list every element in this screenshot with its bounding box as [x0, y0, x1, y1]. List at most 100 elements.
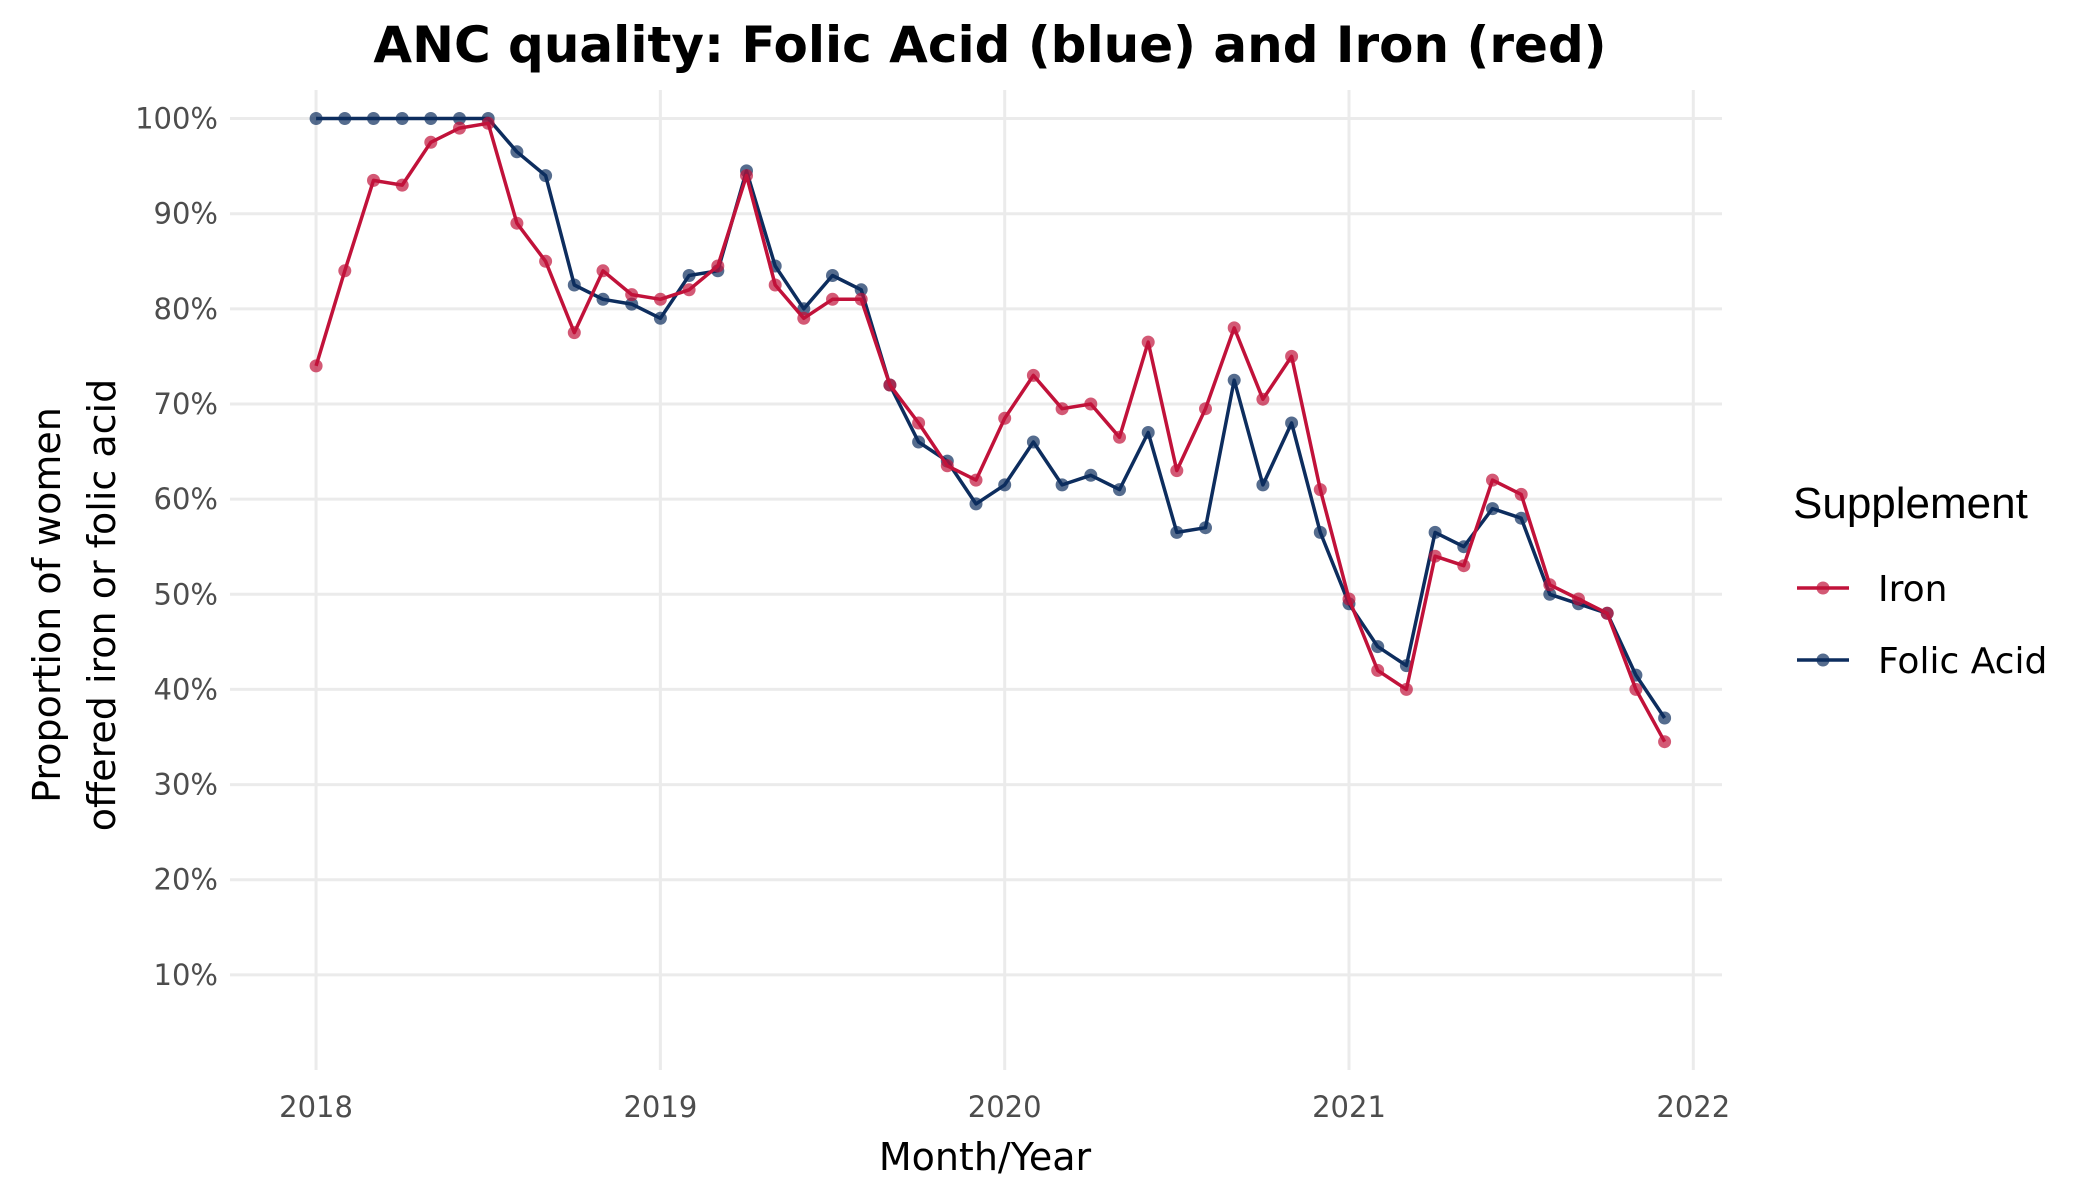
- data-point-iron: [826, 292, 839, 306]
- legend-item-folic-acid: Folic Acid: [1797, 641, 2047, 682]
- data-point-iron: [711, 259, 725, 273]
- data-point-iron: [1658, 735, 1672, 749]
- data-point-iron: [1629, 682, 1643, 696]
- y-tick-label: 60%: [154, 482, 218, 516]
- data-point-folic-acid: [1313, 525, 1327, 539]
- data-point-iron: [1457, 559, 1471, 573]
- data-point-iron: [338, 264, 352, 278]
- legend-key-point: [1816, 581, 1830, 595]
- x-tick-label: 2021: [1312, 1090, 1386, 1124]
- y-tick-label: 10%: [154, 958, 218, 992]
- data-point-iron: [481, 116, 495, 130]
- data-point-iron: [768, 278, 782, 292]
- data-point-iron: [969, 473, 983, 487]
- data-point-folic-acid: [625, 297, 639, 311]
- data-point-iron: [567, 326, 581, 340]
- data-point-folic-acid: [367, 112, 380, 125]
- data-point-iron: [1227, 321, 1241, 335]
- data-point-folic-acid: [854, 283, 868, 297]
- data-point-folic-acid: [998, 478, 1012, 492]
- data-point-iron: [1199, 402, 1212, 416]
- data-point-folic-acid: [826, 269, 839, 282]
- data-point-folic-acid: [596, 292, 610, 306]
- data-point-folic-acid: [1486, 502, 1499, 516]
- data-point-iron: [1141, 335, 1155, 349]
- data-point-iron: [367, 173, 380, 187]
- data-point-folic-acid: [1514, 511, 1528, 525]
- x-tick-label: 2019: [623, 1090, 697, 1124]
- data-point-iron: [1600, 606, 1614, 620]
- data-point-folic-acid: [1113, 483, 1126, 497]
- y-axis-title: Proportion of women offered iron or foli…: [25, 379, 124, 831]
- data-point-iron: [1428, 549, 1442, 563]
- y-tick-label: 70%: [154, 387, 218, 421]
- y-gridlines: [230, 117, 1722, 977]
- data-point-iron: [309, 359, 323, 373]
- y-tick-label: 80%: [154, 292, 218, 326]
- data-point-folic-acid: [653, 311, 667, 325]
- data-point-iron: [1026, 368, 1040, 382]
- y-tick-label: 90%: [154, 197, 218, 231]
- series-iron: [309, 116, 1672, 749]
- data-point-folic-acid: [969, 497, 983, 511]
- series-line-iron: [314, 121, 1667, 743]
- data-point-folic-acid: [424, 112, 438, 125]
- x-axis-ticks: 2018 2019 2020 2021 2022: [279, 1090, 1730, 1124]
- y-tick-label: 50%: [154, 577, 218, 611]
- y-axis-title-line-1: Proportion of women: [25, 407, 69, 803]
- data-point-iron: [1399, 682, 1413, 696]
- data-point-iron: [539, 254, 553, 268]
- data-point-iron: [998, 411, 1012, 425]
- legend-label: Folic Acid: [1878, 641, 2047, 682]
- data-point-folic-acid: [1227, 373, 1241, 387]
- y-tick-label: 40%: [154, 672, 218, 706]
- series-folic-acid: [309, 112, 1672, 725]
- data-point-iron: [1514, 487, 1528, 501]
- x-axis-title: Month/Year: [879, 1135, 1092, 1179]
- data-point-iron: [1572, 592, 1585, 606]
- x-tick-label: 2020: [968, 1090, 1042, 1124]
- data-point-folic-acid: [567, 278, 581, 292]
- data-point-iron: [1055, 402, 1069, 416]
- legend: Supplement Iron Folic Acid: [1793, 479, 2047, 682]
- data-point-iron: [912, 416, 926, 430]
- data-point-folic-acid: [309, 112, 323, 125]
- data-point-folic-acid: [1285, 416, 1299, 430]
- legend-label: Iron: [1878, 569, 1947, 610]
- y-tick-label: 20%: [154, 863, 218, 897]
- data-point-iron: [424, 135, 438, 149]
- data-point-iron: [797, 311, 811, 325]
- data-point-folic-acid: [510, 145, 524, 159]
- data-point-iron: [596, 264, 610, 278]
- data-point-folic-acid: [1457, 540, 1471, 554]
- data-point-iron: [653, 292, 667, 306]
- data-point-iron: [453, 121, 466, 135]
- data-point-iron: [1285, 349, 1299, 363]
- x-tick-label: 2022: [1656, 1090, 1730, 1124]
- data-point-iron: [1486, 473, 1499, 487]
- data-point-folic-acid: [1055, 478, 1069, 492]
- data-point-folic-acid: [1199, 521, 1212, 535]
- data-point-iron: [854, 292, 868, 306]
- data-point-folic-acid: [682, 269, 696, 282]
- data-point-iron: [625, 288, 639, 302]
- data-point-iron: [1371, 663, 1385, 677]
- data-point-iron: [1256, 392, 1270, 406]
- data-point-iron: [1543, 578, 1557, 592]
- data-point-folic-acid: [1371, 640, 1385, 654]
- chart-title: ANC quality: Folic Acid (blue) and Iron …: [373, 16, 1606, 74]
- data-point-folic-acid: [539, 169, 553, 183]
- data-point-iron: [740, 169, 753, 183]
- data-point-folic-acid: [1170, 525, 1184, 539]
- data-point-folic-acid: [1256, 478, 1270, 492]
- legend-title: Supplement: [1793, 479, 2028, 528]
- data-point-iron: [1313, 483, 1327, 497]
- data-point-iron: [1084, 397, 1098, 411]
- y-tick-label: 30%: [154, 768, 218, 802]
- x-gridlines: [314, 90, 1695, 1070]
- y-axis-title-line-2: offered iron or folic acid: [80, 379, 124, 831]
- data-point-folic-acid: [1658, 711, 1672, 725]
- data-point-iron: [940, 459, 954, 473]
- data-point-folic-acid: [1026, 435, 1040, 449]
